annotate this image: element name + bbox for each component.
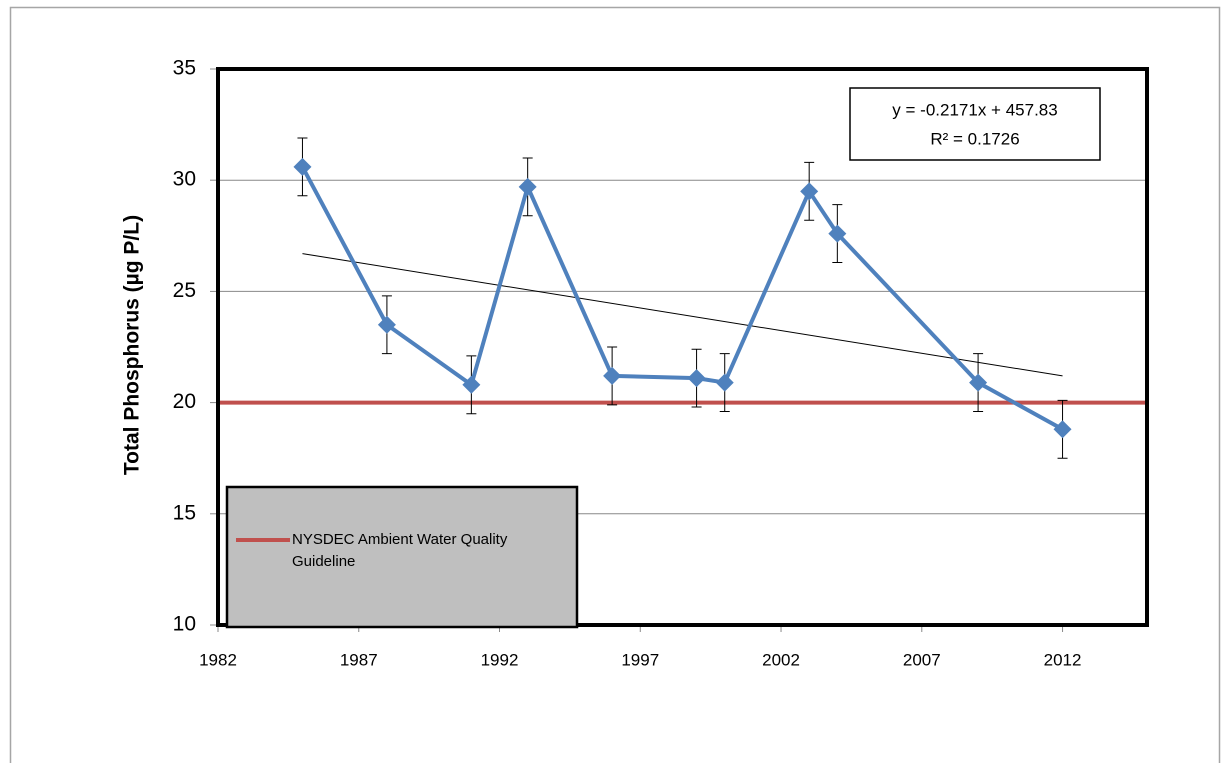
trend-equation: y = -0.2171x + 457.83: [892, 100, 1057, 119]
frame: [9, 6, 1221, 763]
y-tick-label: 15: [173, 501, 196, 524]
data-point: [293, 157, 312, 176]
data-point: [1053, 420, 1072, 439]
data-point: [603, 366, 622, 385]
legend-label: NYSDEC Ambient Water Quality Guideline: [292, 531, 508, 570]
x-tick-label: 2007: [903, 650, 941, 669]
y-tick-label: 20: [173, 390, 196, 413]
data-point: [800, 182, 819, 201]
legend-label-container: NYSDEC Ambient Water Quality Guideline: [292, 531, 508, 570]
data-point: [828, 224, 847, 243]
x-tick-label: 1997: [621, 650, 659, 669]
data-point: [969, 373, 988, 392]
data-point: [687, 369, 706, 388]
data-point: [377, 315, 396, 334]
x-tick-label: 2012: [1044, 650, 1082, 669]
y-tick-label: 10: [173, 613, 196, 636]
data-point: [715, 373, 734, 392]
trend-r-squared: R² = 0.1726: [930, 129, 1019, 148]
x-tick-label: 1987: [340, 650, 378, 669]
x-tick-label: 1992: [481, 650, 519, 669]
equation-box: [849, 87, 1101, 161]
legend-box: [225, 485, 579, 629]
y-tick-label: 35: [173, 57, 196, 80]
series-line: [300, 165, 1064, 432]
y-axis-label: Total Phosphorus (µg P/L): [121, 215, 144, 475]
y-tick-label: 25: [173, 279, 196, 302]
data-point: [518, 177, 537, 196]
data-point: [462, 375, 481, 394]
plot-border: [216, 67, 1149, 627]
x-tick-label: 1982: [199, 650, 237, 669]
x-tick-label: 2002: [762, 650, 800, 669]
trendline: [302, 253, 1063, 377]
y-tick-label: 30: [173, 168, 196, 191]
